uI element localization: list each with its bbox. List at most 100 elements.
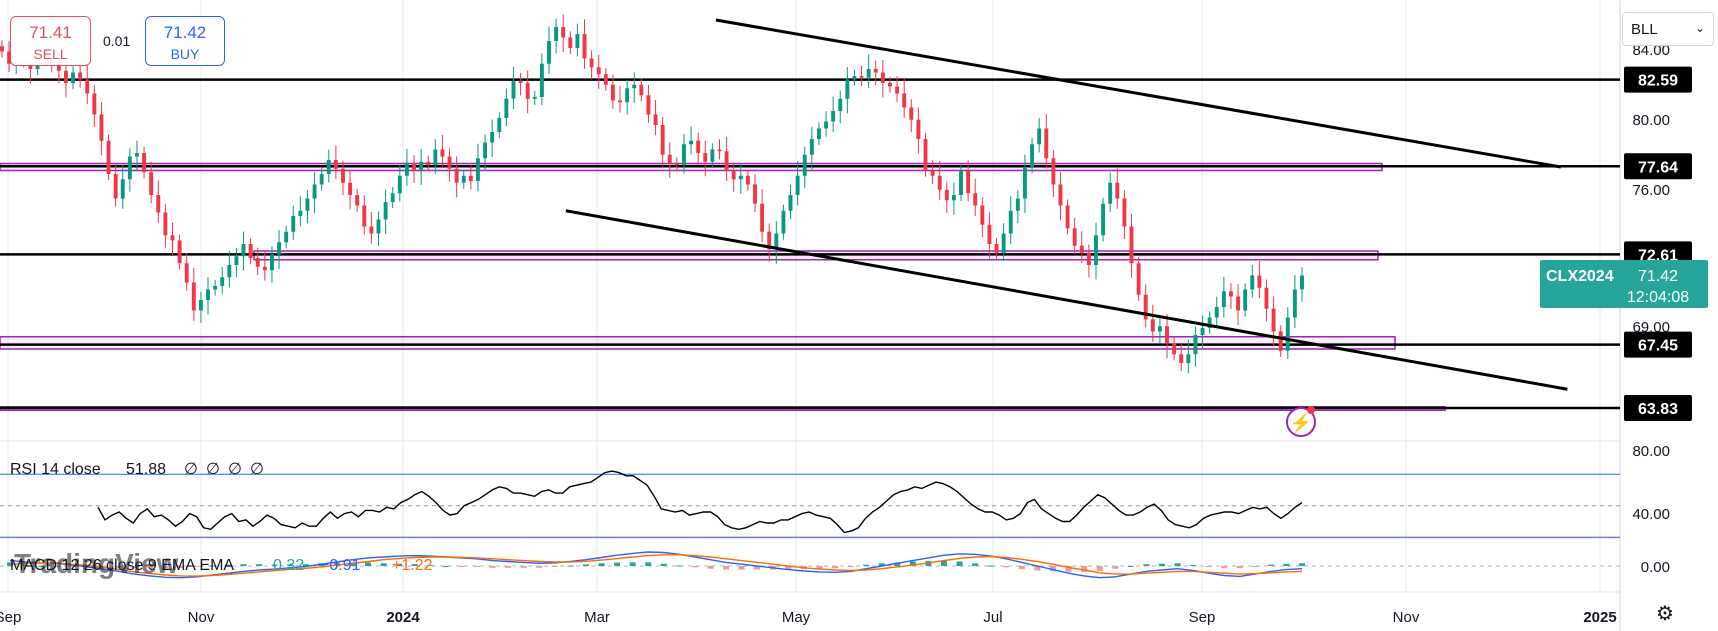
- signal-line: [9, 554, 1303, 577]
- candle-body: [1122, 198, 1127, 227]
- macd-histogram-bar: [707, 566, 714, 569]
- candle-body: [916, 119, 921, 139]
- macd-histogram-bar: [287, 564, 294, 566]
- rsi-value: 51.88: [126, 461, 166, 478]
- macd-histogram-bar: [22, 564, 29, 566]
- macd-histogram-bar: [567, 565, 574, 567]
- macd-histogram-bar: [894, 562, 901, 566]
- candle-body: [248, 244, 253, 258]
- level-price-label: 82.59: [1638, 73, 1678, 90]
- level-price-tag: [1624, 66, 1692, 93]
- chevron-down-icon: ⌄: [1694, 21, 1705, 35]
- sell-label: SELL: [33, 46, 68, 62]
- gear-icon[interactable]: ⚙: [1656, 603, 1674, 625]
- candle-body: [632, 84, 637, 89]
- candle-body: [561, 27, 566, 38]
- candle-body: [369, 226, 374, 234]
- price-tick-label: 76.00: [1632, 182, 1670, 199]
- candle-body: [1108, 182, 1113, 204]
- level-price-label: 67.45: [1638, 338, 1678, 355]
- candle-body: [156, 195, 161, 213]
- candle-body: [753, 184, 757, 204]
- candle-body: [1001, 233, 1006, 253]
- candle-body: [1285, 317, 1290, 351]
- candle-body: [1037, 128, 1042, 145]
- macd-histogram-bar: [987, 565, 994, 567]
- macd-histogram-bar: [1096, 566, 1103, 571]
- time-tick-label: May: [782, 609, 811, 626]
- level-price-tag: [1624, 153, 1692, 180]
- candle-body: [845, 79, 850, 99]
- macd-histogram-bar: [940, 560, 947, 566]
- candle-body: [909, 107, 914, 120]
- candle-body: [625, 88, 630, 103]
- candle-body: [142, 153, 147, 173]
- candle-body: [99, 114, 104, 141]
- candle-body: [149, 172, 154, 195]
- symbol-select[interactable]: BLL ⌄: [1622, 12, 1714, 46]
- candle-body: [781, 210, 786, 234]
- spread-value: 0.01: [103, 33, 131, 49]
- candle-body: [1207, 317, 1212, 328]
- candle-body: [1022, 167, 1027, 199]
- candlestick-series: [0, 14, 1304, 374]
- price-tick-label: 84.00: [1632, 42, 1670, 59]
- candle-body: [1179, 354, 1184, 363]
- candle-body: [816, 128, 821, 139]
- candle-body: [305, 198, 310, 211]
- candle-body: [404, 163, 409, 176]
- macd-histogram-bar: [1267, 564, 1274, 566]
- macd-histogram-bar: [1081, 566, 1088, 572]
- candle-body: [653, 114, 658, 125]
- rsi-line: [97, 470, 1303, 534]
- candle-body: [1015, 198, 1020, 211]
- macd-label: MACD 12 26 close 9 EMA EMA: [10, 557, 234, 574]
- macd-histogram-bar: [69, 566, 76, 567]
- trendlines: [565, 18, 1568, 391]
- macd-histogram-bar: [458, 566, 465, 567]
- price-tick-label: 69.00: [1632, 319, 1670, 336]
- candle-body: [269, 254, 274, 271]
- candle-body: [7, 51, 12, 64]
- macd-histogram-bar: [115, 566, 122, 568]
- candle-body: [85, 79, 90, 94]
- sell-button[interactable]: 71.41 SELL: [10, 16, 91, 66]
- candle-body: [895, 86, 900, 94]
- candle-body: [618, 100, 622, 103]
- level-price-tag: [1624, 394, 1692, 421]
- candle-body: [944, 189, 949, 201]
- candle-body: [1243, 289, 1248, 311]
- candle-body: [262, 266, 267, 271]
- candle-body: [1292, 289, 1297, 318]
- candle-body: [312, 184, 317, 199]
- macd-histogram-bar: [1143, 564, 1150, 566]
- candle-body: [1129, 226, 1134, 264]
- candle-body: [1008, 210, 1013, 234]
- buy-button[interactable]: 71.42 BUY: [145, 16, 225, 66]
- macd-histogram-bar: [365, 562, 372, 566]
- time-tick-label: Jul: [983, 609, 1002, 626]
- candle-body: [966, 170, 971, 194]
- candle-body: [795, 175, 800, 195]
- rsi-label: RSI 14 close: [10, 461, 101, 478]
- time-tick-label: 2025: [1583, 609, 1616, 626]
- candle-body: [341, 168, 345, 183]
- candle-body: [802, 154, 807, 176]
- macd-histogram-bar: [505, 566, 512, 568]
- macd-histogram-bar: [1299, 563, 1305, 566]
- macd-histogram-bar: [1065, 566, 1072, 572]
- macd-panel: [0, 551, 1620, 579]
- candle-body: [1086, 252, 1091, 265]
- macd-histogram-bar: [224, 564, 231, 566]
- candle-body: [213, 286, 218, 290]
- candle-body: [646, 95, 651, 115]
- macd-histogram-bar: [878, 563, 885, 566]
- macd-histogram-bar: [551, 566, 558, 567]
- macd-histogram-bar: [1236, 566, 1243, 569]
- alert-dot: [1307, 406, 1315, 414]
- candle-body: [1094, 235, 1098, 265]
- candle-body: [56, 62, 61, 71]
- candle-body: [234, 256, 239, 265]
- candle-body: [1264, 287, 1269, 309]
